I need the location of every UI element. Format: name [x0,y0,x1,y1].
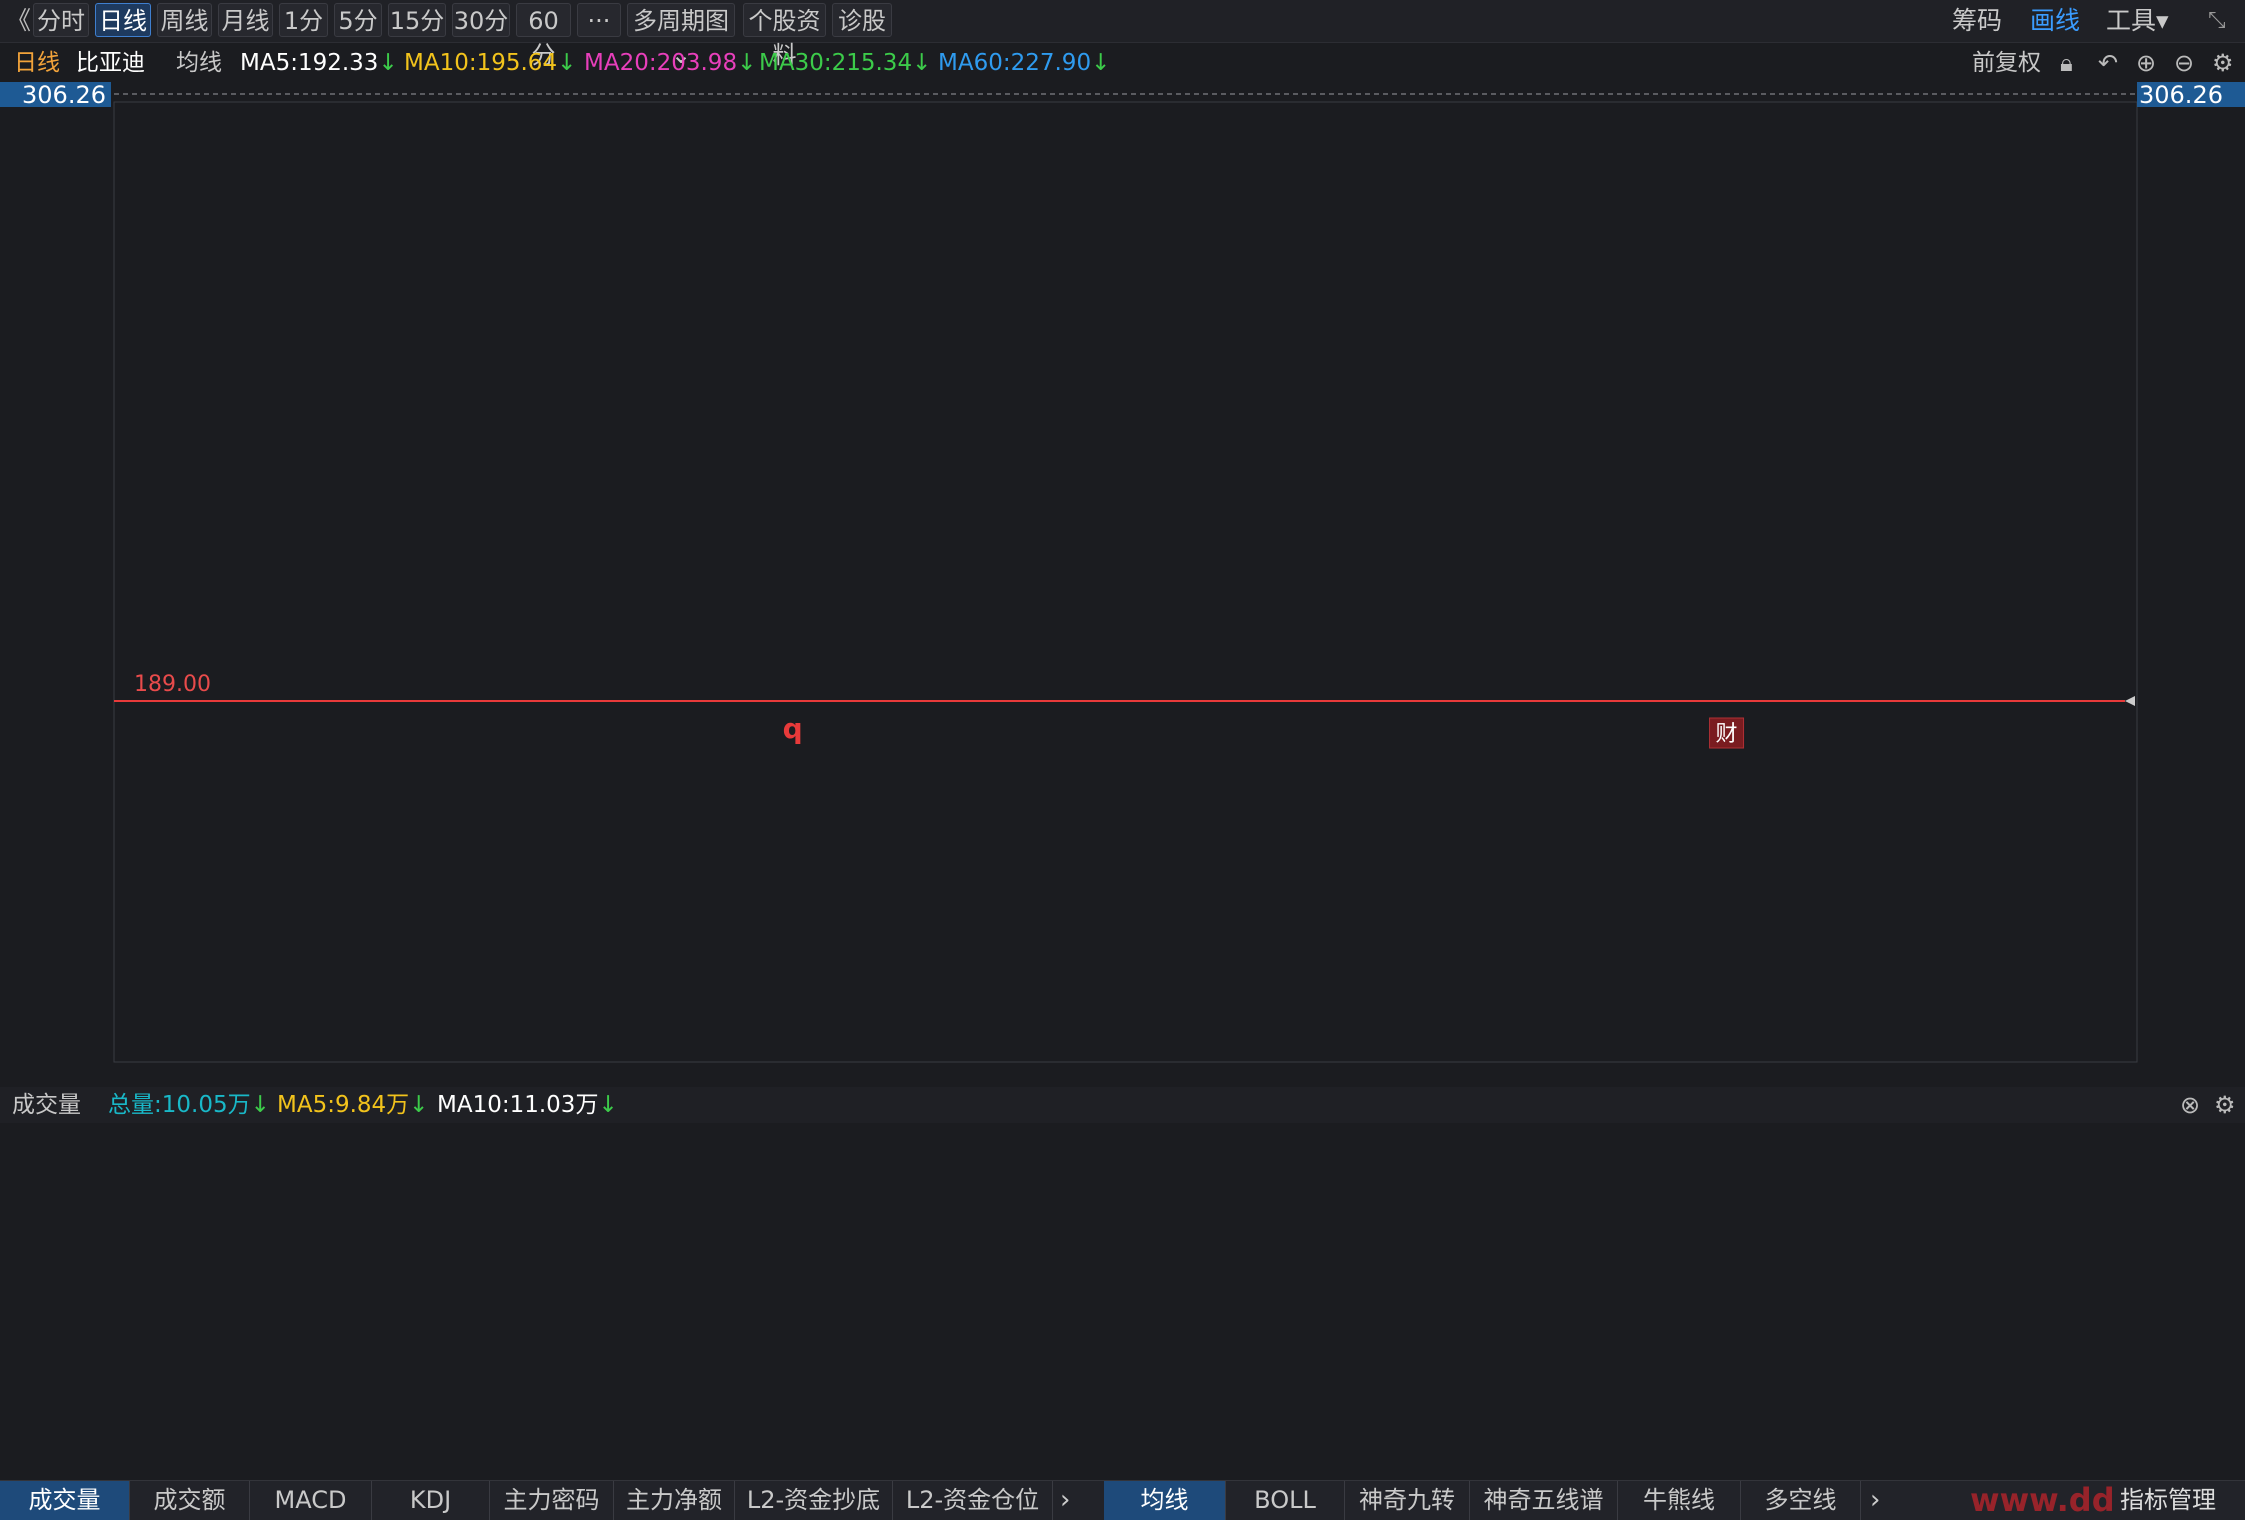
overlay-tab-3[interactable]: 神奇五线谱 [1470,1481,1618,1520]
overlay-tab-0[interactable]: 均线 [1104,1481,1226,1520]
down-arrow-icon: ↓ [409,1092,429,1118]
undo-icon[interactable]: ↶ [2098,49,2119,77]
down-arrow-icon: ↓ [557,50,577,76]
chip-button[interactable]: 筹码 [1952,6,2003,35]
tools-menu-button[interactable]: 工具▾ [2106,6,2169,35]
overlay-tab-5[interactable]: 多空线 [1741,1481,1861,1520]
lock-icon[interactable]: 🔒︎ [2060,49,2073,77]
ma-value-1: MA10:195.64↓ [404,44,576,82]
close-panel-icon[interactable]: ⊗ [2180,1091,2201,1119]
vol-value-0: 总量:10.05万↓ [108,1087,270,1123]
period-tab-7[interactable]: 30分 [452,3,510,37]
reference-line-label: 189.00 [134,672,211,697]
period-tab-10[interactable]: 多周期图 ⌄ [627,3,735,69]
ma-label: 均线 [176,50,222,76]
ma-text-2: MA20:203.98 [584,50,738,76]
down-arrow-icon: ↓ [912,50,932,76]
event-marker-q: q [783,712,803,745]
period-tab-12[interactable]: 诊股 [832,3,892,37]
expand-icon[interactable]: ⤡ [2208,8,2226,33]
vol-value-2: MA10:11.03万↓ [437,1087,618,1123]
price-chart[interactable]: 270.00270.00260.00260.00250.00250.00240.… [0,82,2245,1087]
period-tab-6[interactable]: 15分 [388,3,446,37]
period-tab-8[interactable]: 60分 [516,3,571,69]
current-price-label-left: 306.26 [22,82,106,109]
stock-name: 比亚迪 [76,50,145,76]
down-arrow-icon: ↓ [378,50,398,76]
zoom-out-icon[interactable]: ⊖ [2174,49,2195,77]
scroll-right-icon[interactable]: › [1060,1485,1071,1515]
top-toolbar: 《 分时 日线 周线 月线 1分 5分 15分 30分 60分 ··· 多周期图 ⌄ 个股资料 诊股 筹… [0,0,2245,69]
period-tab-4[interactable]: 1分 [279,3,328,37]
ma-text-3: MA30:215.34 [759,50,913,76]
overlay-tab-1[interactable]: BOLL [1226,1481,1345,1520]
reference-line-arrow-icon [2125,696,2135,706]
ma-value-3: MA30:215.34↓ [759,44,931,82]
volume-chart[interactable]: 30.7930.7923.0923.0915.3915.397.707.70万万… [0,1123,2245,1480]
overlay-tab-4[interactable]: 牛熊线 [1618,1481,1741,1520]
period-tab-2[interactable]: 周线 [157,3,212,37]
volume-label: 成交量 [12,1092,81,1118]
vol-value-1: MA5:9.84万↓ [277,1087,428,1123]
period-label: 日线 [14,50,60,76]
volume-settings-gear-icon[interactable]: ⚙ [2214,1091,2236,1119]
indicator-tab-0[interactable]: 成交量 [0,1481,130,1520]
indicator-tab-1[interactable]: 成交额 [130,1481,250,1520]
ma-value-0: MA5:192.33↓ [240,44,398,82]
period-tab-3[interactable]: 月线 [218,3,273,37]
vol-text-2: MA10:11.03万 [437,1092,599,1118]
draw-line-button[interactable]: 画线 [2030,6,2081,35]
settings-gear-icon[interactable]: ⚙ [2212,49,2234,77]
down-arrow-icon: ↓ [1091,50,1111,76]
indicator-tab-5[interactable]: 主力净额 [614,1481,735,1520]
overlay-tab-2[interactable]: 神奇九转 [1345,1481,1470,1520]
vol-text-1: MA5:9.84万 [277,1092,410,1118]
indicator-tab-2[interactable]: MACD [250,1481,372,1520]
indicator-tab-6[interactable]: L2-资金抄底 [735,1481,893,1520]
indicator-tab-4[interactable]: 主力密码 [490,1481,614,1520]
indicator-tab-bar: 成交量 成交额 MACD KDJ 主力密码 主力净额 L2-资金抄底 L2-资金仓位 › 均线… [0,1480,2245,1520]
watermark: www.dd [1970,1481,2115,1519]
current-price-tag-right [2137,82,2245,107]
ma-text-4: MA60:227.90 [938,50,1092,76]
indicator-manage-button[interactable]: 指标管理 [2120,1486,2216,1514]
period-tab-1[interactable]: 日线 [95,3,151,37]
period-tab-9[interactable]: ··· [577,3,621,37]
current-price-tag-left [0,82,111,107]
ma-value-4: MA60:227.90↓ [938,44,1110,82]
ma-info-bar: 日线 比亚迪 均线 MA5:192.33↓ MA10:195.64↓ MA20:20… [0,44,2245,82]
plot-frame [113,101,2138,1063]
ma-value-2: MA20:203.98↓ [584,44,756,82]
down-arrow-icon: ↓ [598,1092,618,1118]
event-marker-finance: 财 [1716,722,1738,747]
scroll-right-icon-2[interactable]: › [1870,1485,1881,1515]
event-marker-box [1709,717,1745,749]
volume-info-bar: 成交量 总量:10.05万↓ MA5:9.84万↓ MA10:11.03万↓ ⊗ ⚙ [0,1087,2245,1123]
period-tab-5[interactable]: 5分 [334,3,382,37]
zoom-in-icon[interactable]: ⊕ [2136,49,2157,77]
ma-text-0: MA5:192.33 [240,50,379,76]
down-arrow-icon: ↓ [737,50,757,76]
indicator-tab-7[interactable]: L2-资金仓位 [893,1481,1053,1520]
current-price-label-right: 306.26 [2139,82,2223,109]
period-tab-11[interactable]: 个股资料 [743,3,826,69]
ma-text-1: MA10:195.64 [404,50,558,76]
period-tab-0[interactable]: 分时 [33,3,89,37]
collapse-left-icon[interactable]: 《 [6,6,32,35]
indicator-tab-3[interactable]: KDJ [372,1481,490,1520]
vol-text-0: 总量:10.05万 [108,1092,251,1118]
down-arrow-icon: ↓ [250,1092,270,1118]
adjust-label[interactable]: 前复权 [1972,50,2041,76]
